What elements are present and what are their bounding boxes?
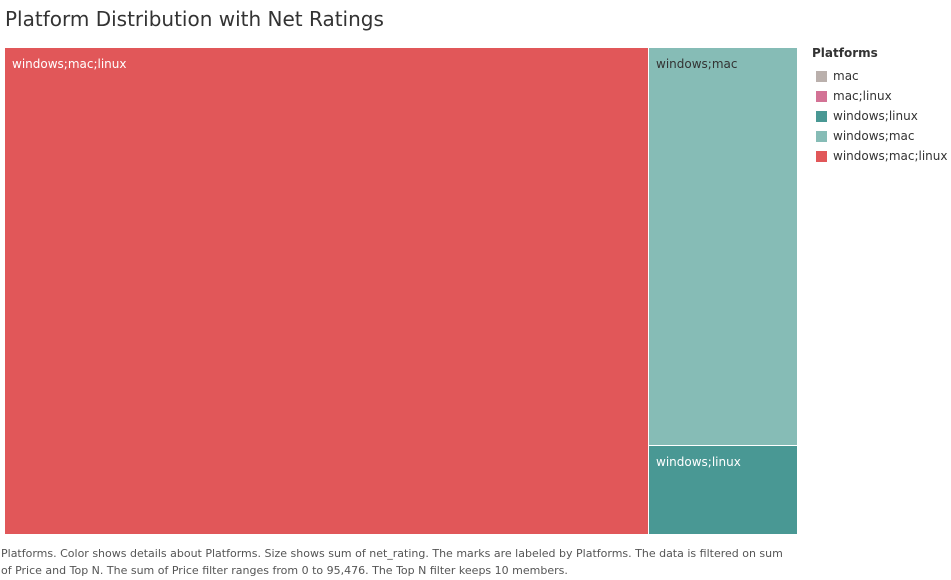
legend-label: windows;mac;linux bbox=[833, 149, 948, 163]
legend-title: Platforms bbox=[812, 46, 878, 60]
legend-swatch bbox=[816, 70, 827, 82]
legend-swatch bbox=[816, 90, 827, 102]
legend: Platforms mac mac;linux windows;linux windo… bbox=[812, 46, 948, 166]
treemap-tile[interactable]: windows;linux bbox=[649, 446, 797, 534]
tile-label: windows;mac bbox=[656, 57, 738, 71]
chart-caption: Platforms. Color shows details about Pla… bbox=[1, 547, 783, 577]
legend-label: windows;linux bbox=[833, 109, 918, 123]
treemap-tile[interactable]: windows;mac bbox=[649, 48, 797, 445]
legend-item[interactable]: windows;mac bbox=[812, 126, 948, 146]
legend-label: mac bbox=[833, 69, 859, 83]
legend-item[interactable]: mac bbox=[812, 66, 948, 86]
legend-swatch bbox=[816, 110, 827, 122]
treemap: windows;mac;linux windows;mac windows;linu… bbox=[5, 48, 797, 534]
legend-items: mac mac;linux windows;linux windows;mac wind… bbox=[812, 66, 948, 166]
legend-swatch bbox=[816, 130, 827, 142]
legend-item[interactable]: windows;linux bbox=[812, 106, 948, 126]
legend-label: windows;mac bbox=[833, 129, 915, 143]
treemap-tile[interactable]: windows;mac;linux bbox=[5, 48, 648, 534]
tile-label: windows;mac;linux bbox=[12, 57, 127, 71]
chart-title: Platform Distribution with Net Ratings bbox=[5, 7, 384, 31]
legend-label: mac;linux bbox=[833, 89, 892, 103]
tile-label: windows;linux bbox=[656, 455, 741, 469]
legend-swatch bbox=[816, 150, 827, 162]
legend-item[interactable]: mac;linux bbox=[812, 86, 948, 106]
legend-item[interactable]: windows;mac;linux bbox=[812, 146, 948, 166]
